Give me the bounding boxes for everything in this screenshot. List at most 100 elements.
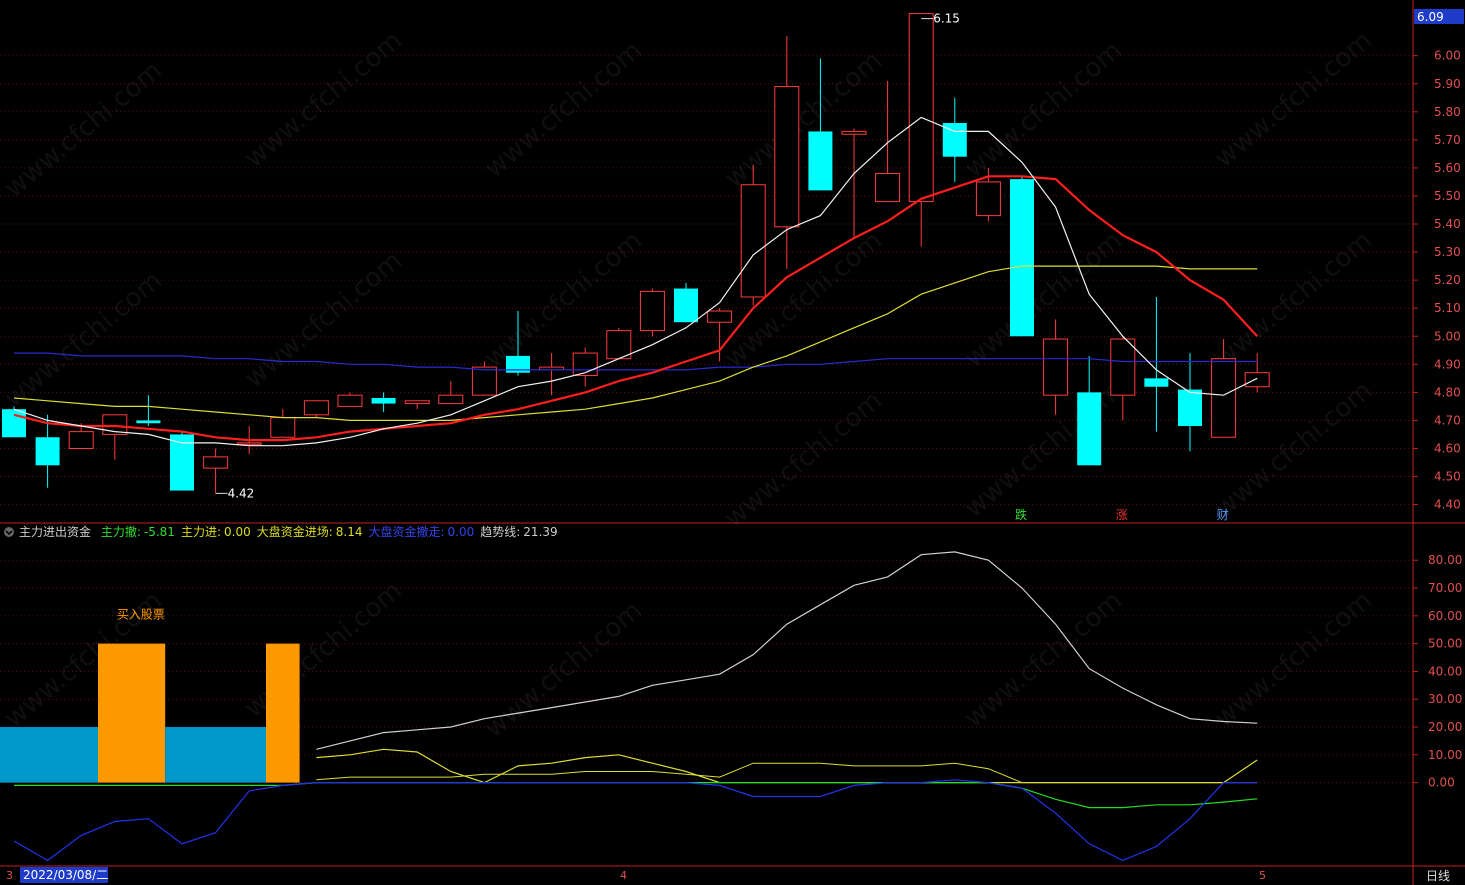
candle[interactable] <box>270 409 296 438</box>
ma-line-white <box>13 116 1258 447</box>
candle[interactable] <box>136 395 161 427</box>
watermark-text: www.cfchi.com <box>0 266 168 414</box>
candle-body <box>303 400 329 416</box>
high-price-label: 6.15 <box>933 12 960 26</box>
candle[interactable] <box>2 406 26 438</box>
watermark-text: www.cfchi.com <box>1209 26 1378 174</box>
indicator-name: 主力进出资金 <box>19 524 91 539</box>
watermark-text: www.cfchi.com <box>719 386 888 534</box>
candle-body <box>1010 179 1034 337</box>
candle[interactable] <box>707 308 733 362</box>
candle[interactable] <box>1244 353 1270 393</box>
legend-value: 21.39 <box>523 525 557 539</box>
legend-label: 大盘资金撤走: <box>368 524 444 539</box>
candle[interactable] <box>203 448 229 494</box>
month-label-left: 3 <box>6 869 13 882</box>
legend-value: -5.81 <box>144 525 175 539</box>
candle-body <box>337 394 363 407</box>
candle[interactable] <box>740 165 766 306</box>
candle[interactable] <box>371 392 396 412</box>
date-cursor-tag <box>20 867 108 883</box>
event-label[interactable]: 涨 <box>1116 507 1128 522</box>
period-button[interactable]: 日线 <box>1426 869 1450 883</box>
candle-body <box>1110 338 1136 396</box>
candle[interactable] <box>1077 355 1102 466</box>
candle-body <box>170 434 194 491</box>
watermark-layer: www.cfchi.com www.cfchi.com www.cfchi.com w… <box>0 26 1378 744</box>
candle[interactable] <box>942 97 967 182</box>
candle[interactable] <box>606 327 632 360</box>
candle-body <box>1211 358 1237 438</box>
price-tick-label: 5.70 <box>1434 133 1461 147</box>
candle[interactable] <box>337 392 363 407</box>
candle-body <box>506 355 530 373</box>
candle[interactable] <box>438 381 464 405</box>
price-panel[interactable]: 6.15 4.42 跌 涨 财 <box>2 12 1270 522</box>
candle-body <box>438 394 464 405</box>
candle[interactable] <box>841 128 867 239</box>
candle[interactable] <box>68 423 94 449</box>
candle[interactable] <box>639 288 665 337</box>
candle[interactable] <box>1110 336 1136 421</box>
price-tick-label: 5.50 <box>1434 189 1461 203</box>
candle[interactable] <box>1043 319 1069 415</box>
last-price-value: 6.09 <box>1417 10 1444 24</box>
indicator-line-green <box>14 782 1258 809</box>
indicator-tick-label: 80.00 <box>1428 553 1462 567</box>
watermark-text: www.cfchi.com <box>479 596 648 744</box>
candle[interactable] <box>1178 353 1202 452</box>
indicator-bar <box>266 643 300 783</box>
candle[interactable] <box>404 400 430 410</box>
candle[interactable] <box>1211 339 1237 438</box>
price-tick-label: 5.80 <box>1434 105 1461 119</box>
candle[interactable] <box>808 58 833 191</box>
candle[interactable] <box>875 80 901 203</box>
candle[interactable] <box>303 400 329 418</box>
candle-body <box>875 173 901 203</box>
candle[interactable] <box>170 431 194 491</box>
price-tick-label: 6.00 <box>1434 49 1461 63</box>
candle[interactable] <box>102 414 128 460</box>
candle[interactable] <box>908 13 934 247</box>
price-tick-label: 5.10 <box>1434 301 1461 315</box>
indicator-legend: 主力进出资金 主力撤: -5.81 主力进: 0.00 大盘资金进场: 8.14 大盘资金撤… <box>19 524 558 539</box>
candle-body <box>203 456 229 469</box>
candle[interactable] <box>471 361 497 396</box>
candle-body <box>136 420 161 424</box>
price-tick-label: 5.20 <box>1434 273 1461 287</box>
event-label[interactable]: 财 <box>1217 508 1229 522</box>
indicator-bar <box>0 727 98 783</box>
price-tick-label: 4.60 <box>1434 441 1461 455</box>
watermark-text: www.cfchi.com <box>239 576 408 724</box>
candle[interactable] <box>539 353 565 396</box>
date-cursor-label: 2022/03/08/二 <box>23 868 108 882</box>
candle[interactable] <box>506 311 530 376</box>
candle[interactable] <box>35 414 60 488</box>
price-tick-label: 5.90 <box>1434 77 1461 91</box>
indicator-panel[interactable]: 买入股票 <box>0 551 1258 862</box>
indicator-tick-label: 20.00 <box>1428 720 1462 734</box>
event-label[interactable]: 跌 <box>1015 507 1027 522</box>
candle-body <box>68 431 94 449</box>
legend-value: 0.00 <box>448 525 475 539</box>
ma-line-yellow <box>13 265 1258 421</box>
candle[interactable] <box>674 282 698 323</box>
candle[interactable] <box>1010 176 1034 337</box>
watermark-text: www.cfchi.com <box>0 56 168 204</box>
watermark-text: www.cfchi.com <box>959 36 1128 184</box>
collapse-icon[interactable] <box>4 527 14 537</box>
watermark-text: www.cfchi.com <box>719 46 888 194</box>
price-tick-label: 4.80 <box>1434 385 1461 399</box>
watermark-text: www.cfchi.com <box>959 586 1128 734</box>
price-axis: 6.00 5.90 5.80 5.70 5.60 5.50 5.40 5.30 5.20 5.10… <box>1413 49 1461 512</box>
price-tick-label: 5.60 <box>1434 161 1461 175</box>
candle[interactable] <box>572 347 598 387</box>
legend-label: 趋势线: <box>480 525 520 539</box>
candle[interactable] <box>1144 296 1169 432</box>
candle-body <box>371 397 396 404</box>
candle-body <box>35 437 60 466</box>
indicator-tick-label: 60.00 <box>1428 609 1462 623</box>
candle[interactable] <box>774 36 800 269</box>
candle-body <box>1244 372 1270 388</box>
